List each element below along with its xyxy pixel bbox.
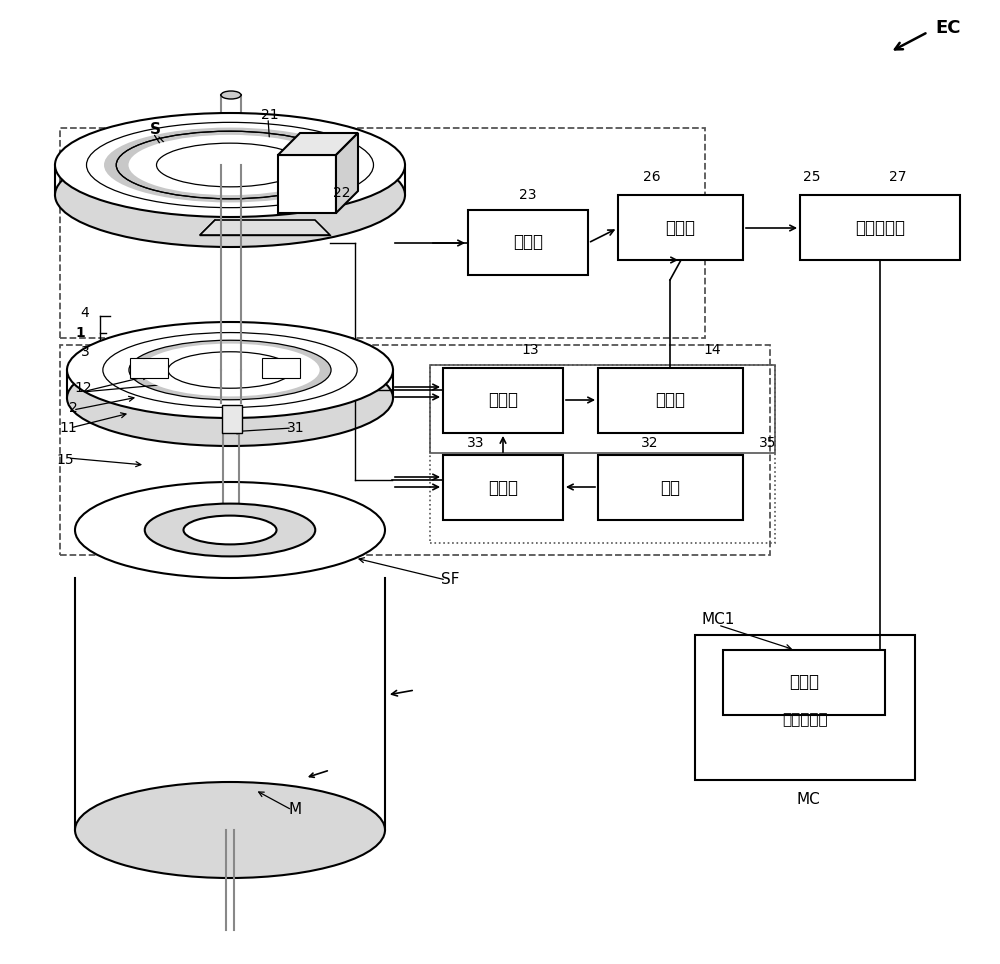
Polygon shape [336, 133, 358, 213]
Ellipse shape [104, 127, 356, 202]
Text: 23: 23 [519, 188, 537, 202]
Bar [598, 455, 743, 520]
Text: EC: EC [935, 19, 960, 37]
Text: 检测部: 检测部 [513, 233, 543, 252]
Ellipse shape [129, 340, 331, 400]
Text: 合成部: 合成部 [666, 219, 696, 236]
Text: S: S [150, 122, 160, 138]
Text: 切换部: 切换部 [488, 478, 518, 496]
Bar [695, 635, 915, 780]
Ellipse shape [221, 91, 241, 99]
Text: 12: 12 [74, 381, 92, 395]
Bar [800, 195, 960, 260]
Ellipse shape [55, 113, 405, 217]
Text: 1: 1 [75, 326, 85, 340]
Text: 31: 31 [287, 421, 305, 435]
Ellipse shape [140, 343, 320, 396]
Bar [262, 358, 300, 378]
Text: 25: 25 [803, 170, 821, 184]
Ellipse shape [67, 350, 393, 446]
Ellipse shape [75, 782, 385, 878]
Bar [278, 155, 336, 213]
Bar [443, 368, 563, 433]
Text: 26: 26 [643, 170, 661, 184]
Text: MC: MC [796, 792, 820, 808]
Ellipse shape [184, 516, 276, 545]
Text: MC1: MC1 [701, 612, 735, 628]
Bar [723, 650, 885, 715]
Ellipse shape [55, 143, 405, 247]
Bar [598, 368, 743, 433]
Text: 22: 22 [333, 186, 351, 200]
Bar [130, 358, 168, 378]
Text: 电池: 电池 [660, 478, 680, 496]
Bar [430, 365, 775, 543]
Text: 15: 15 [56, 453, 74, 467]
Text: 马达控制部: 马达控制部 [782, 712, 828, 728]
Text: M: M [288, 802, 302, 817]
Polygon shape [278, 133, 358, 155]
Ellipse shape [128, 135, 332, 195]
Text: 通信部: 通信部 [789, 674, 819, 691]
Bar [468, 210, 588, 275]
Text: 11: 11 [59, 421, 77, 435]
Text: 外部通信部: 外部通信部 [855, 219, 905, 236]
Text: 14: 14 [703, 343, 721, 357]
Bar [618, 195, 743, 260]
Bar [430, 365, 775, 453]
Text: SF: SF [441, 573, 459, 587]
Bar [60, 128, 705, 338]
Polygon shape [200, 220, 330, 235]
Text: 检测部: 检测部 [488, 391, 518, 410]
Text: 储存部: 储存部 [656, 391, 686, 410]
Text: 2: 2 [69, 401, 77, 415]
Text: 35: 35 [759, 436, 777, 450]
Text: 33: 33 [467, 436, 485, 450]
Text: 13: 13 [521, 343, 539, 357]
Text: 32: 32 [641, 436, 659, 450]
Ellipse shape [75, 482, 385, 578]
Ellipse shape [67, 322, 393, 418]
Bar [443, 455, 563, 520]
Bar [60, 345, 770, 555]
Bar [222, 405, 242, 433]
Text: 3: 3 [81, 345, 89, 359]
Text: 4: 4 [81, 306, 89, 320]
Ellipse shape [145, 503, 315, 556]
Text: 21: 21 [261, 108, 279, 122]
Text: 27: 27 [889, 170, 907, 184]
